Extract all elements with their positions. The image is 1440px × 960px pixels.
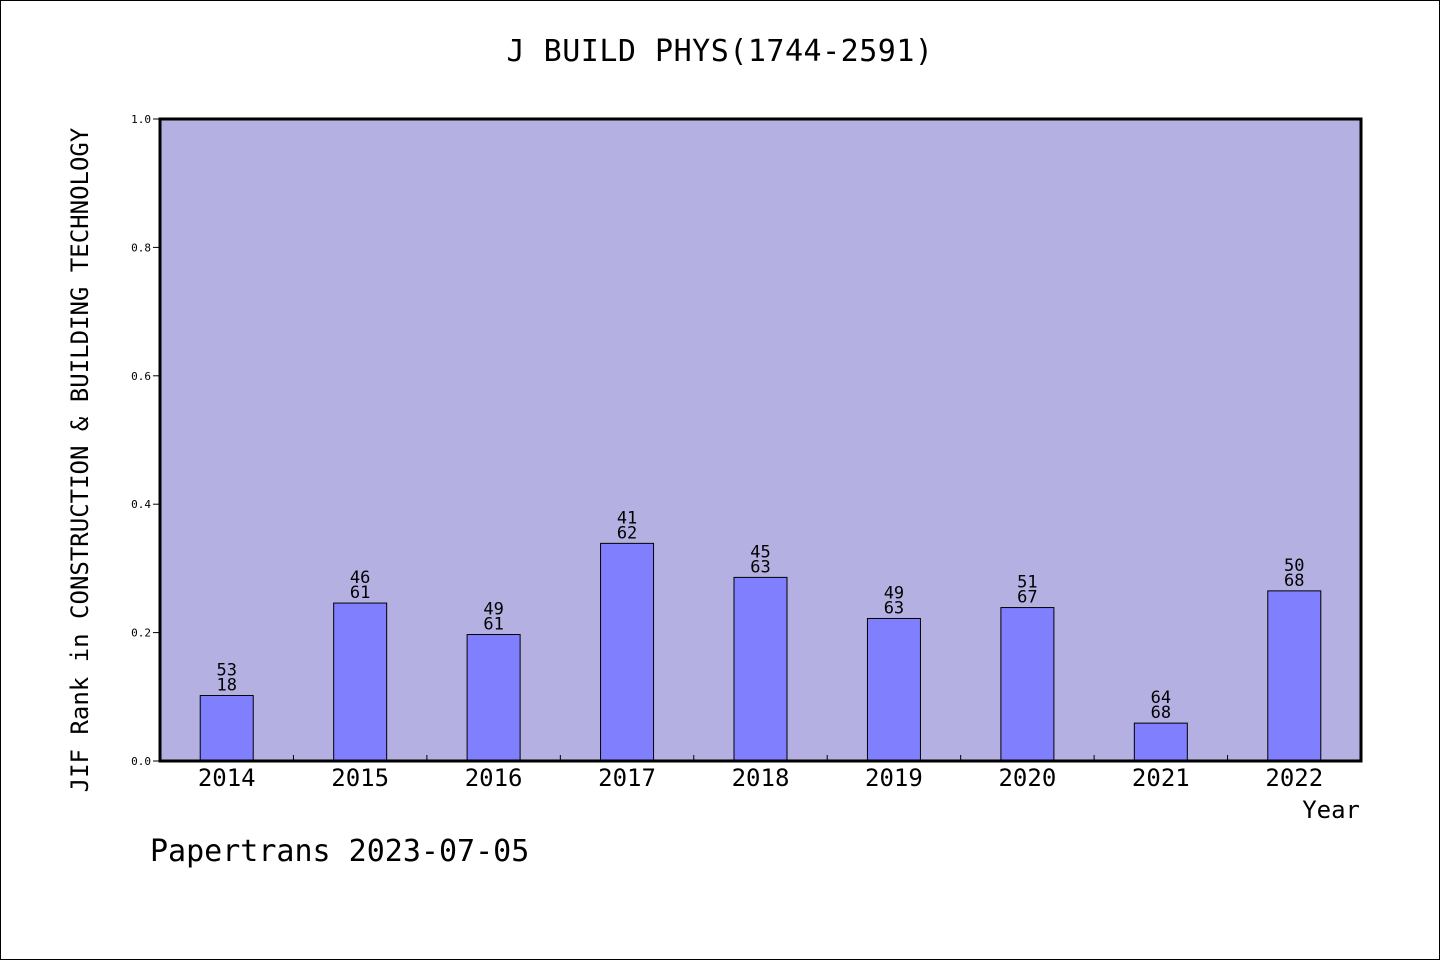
bar-label-total: 62 [617, 523, 637, 543]
x-tick-label: 2021 [1132, 764, 1190, 792]
x-tick-label: 2017 [598, 764, 656, 792]
bar-label-total: 68 [1284, 571, 1304, 591]
bar-label-rank: 50 [1284, 556, 1304, 576]
bar [1000, 607, 1055, 762]
bar-label-rank: 45 [750, 542, 770, 562]
bar [600, 542, 655, 762]
bar [1267, 590, 1322, 762]
bar-label-rank: 49 [884, 583, 904, 603]
x-tick-label: 2022 [1265, 764, 1323, 792]
bar-label-rank: 41 [617, 508, 637, 528]
bar [866, 617, 921, 762]
bar-label-total: 61 [350, 583, 370, 603]
bar-label-total: 68 [1151, 703, 1171, 723]
y-tick-label: 0.6 [131, 370, 151, 383]
bar-label-rank: 53 [216, 661, 236, 681]
x-tick-label: 2018 [732, 764, 790, 792]
x-tick-label: 2016 [465, 764, 523, 792]
bar-label-rank: 64 [1151, 688, 1171, 708]
bar-label-total: 18 [216, 676, 236, 696]
x-tick-label: 2014 [198, 764, 256, 792]
y-tick-label: 0.0 [131, 755, 151, 768]
y-tick-label: 1.0 [131, 113, 151, 126]
x-axis-label: Year [1302, 796, 1360, 824]
bar [1133, 722, 1188, 762]
y-tick-label: 0.4 [131, 498, 151, 511]
bar-label-total: 61 [483, 615, 503, 635]
bar [199, 695, 254, 762]
x-tick-label: 2015 [331, 764, 389, 792]
bar [333, 602, 388, 762]
bar [733, 576, 788, 762]
y-tick-label: 0.2 [131, 627, 151, 640]
bar-label-rank: 51 [1017, 573, 1037, 593]
y-tick-label: 0.8 [131, 241, 151, 254]
footer-watermark: Papertrans 2023-07-05 [150, 834, 530, 869]
x-tick-label: 2020 [998, 764, 1056, 792]
bar [466, 634, 521, 762]
bar-label-total: 63 [884, 598, 904, 618]
x-tick-label: 2019 [865, 764, 923, 792]
bar-label-total: 67 [1017, 588, 1037, 608]
bar-label-rank: 49 [483, 600, 503, 620]
bar-label-total: 63 [750, 557, 770, 577]
bar-label-rank: 46 [350, 568, 370, 588]
plot-border [158, 117, 1363, 763]
chart-title: J BUILD PHYS(1744-2591) [506, 34, 934, 69]
